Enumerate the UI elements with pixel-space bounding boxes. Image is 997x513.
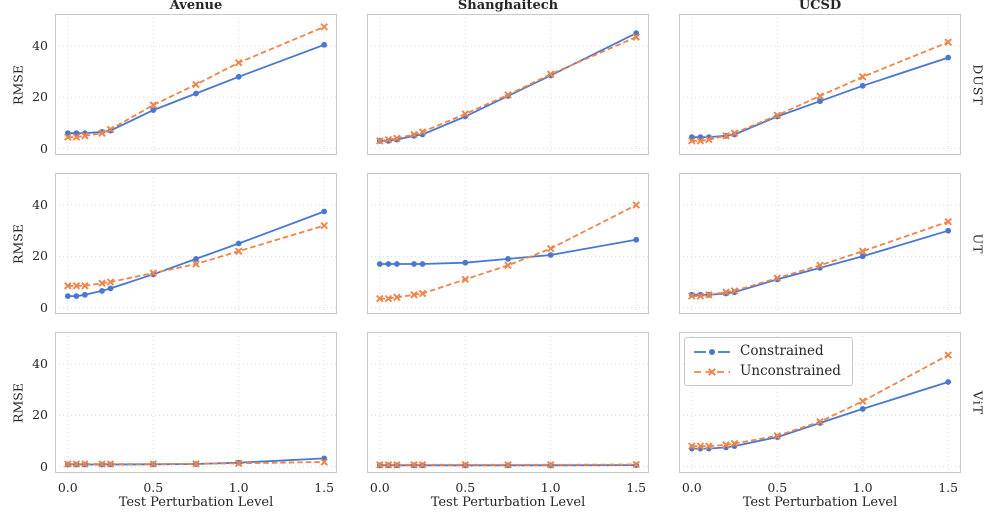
subplot-ucsd-dust <box>679 14 961 155</box>
ytick-row2-20: 20 <box>32 248 48 264</box>
xtick-col3-1.0: 1.0 <box>852 480 873 495</box>
x-axis-label-col1: Test Perturbation Level <box>118 495 274 510</box>
subplot-avenue-dust <box>55 14 337 155</box>
column-title-ucsd: UCSD <box>798 0 842 13</box>
subplot-ucsd-ut <box>679 173 961 314</box>
unconstrained-line-sample-icon <box>694 367 730 376</box>
legend: Constrained Unconstrained <box>684 337 853 386</box>
ytick-row1-0: 0 <box>40 140 48 156</box>
xtick-col1-0.0: 0.0 <box>57 480 78 495</box>
subplot-avenue-vit <box>55 332 337 473</box>
ytick-row3-0: 0 <box>40 458 48 474</box>
xtick-col3-0.0: 0.0 <box>681 480 702 495</box>
legend-entry-unconstrained: Unconstrained <box>693 363 841 380</box>
xtick-col2-1.0: 1.0 <box>540 480 561 495</box>
xtick-col3-0.5: 0.5 <box>767 480 788 495</box>
xtick-col2-0.0: 0.0 <box>369 480 390 495</box>
subplot-ucsd-vit <box>679 332 961 473</box>
legend-label-unconstrained: Unconstrained <box>740 363 841 379</box>
subplot-shanghaitech-dust <box>367 14 649 155</box>
row-label-dust: DUST <box>970 63 986 106</box>
legend-entry-constrained: Constrained <box>693 343 841 360</box>
subplot-avenue-ut <box>55 173 337 314</box>
column-title-avenue: Avenue <box>169 0 223 13</box>
ytick-row3-20: 20 <box>32 407 48 423</box>
xtick-col1-1.0: 1.0 <box>228 480 249 495</box>
xtick-col2-1.5: 1.5 <box>626 480 647 495</box>
ytick-row2-0: 0 <box>40 299 48 315</box>
x-axis-label-col3: Test Perturbation Level <box>742 495 898 510</box>
x-axis-label-col2: Test Perturbation Level <box>430 495 586 510</box>
xtick-col1-1.5: 1.5 <box>314 480 335 495</box>
subplot-shanghaitech-vit <box>367 332 649 473</box>
xtick-col3-1.5: 1.5 <box>938 480 959 495</box>
ytick-row1-40: 40 <box>32 38 48 53</box>
legend-label-constrained: Constrained <box>740 343 824 359</box>
row-label-ut: UT <box>970 233 986 254</box>
subplot-shanghaitech-ut <box>367 173 649 314</box>
ytick-row2-40: 40 <box>32 197 48 212</box>
xtick-col2-0.5: 0.5 <box>455 480 476 495</box>
constrained-line-sample-icon <box>694 348 730 355</box>
ytick-row3-40: 40 <box>32 356 48 371</box>
row-label-vit: ViT <box>970 390 986 415</box>
column-title-shanghaitech: Shanghaitech <box>457 0 559 13</box>
ytick-row1-20: 20 <box>32 89 48 105</box>
xtick-col1-0.5: 0.5 <box>143 480 164 495</box>
